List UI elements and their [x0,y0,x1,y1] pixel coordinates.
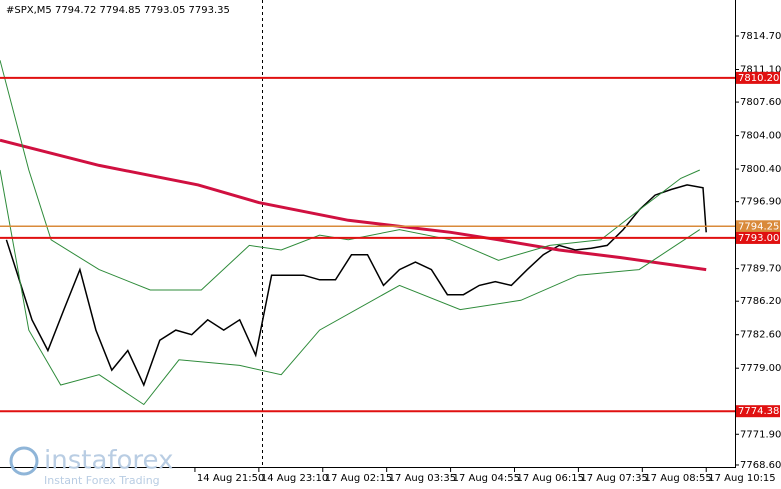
level-tag [736,405,780,418]
y-tick-label: 7768.60 [740,460,781,471]
x-tick-label: 17 Aug 06:15 [517,473,584,484]
y-tick-label: 7814.70 [740,31,781,42]
price-line [5,184,707,387]
y-tick-label: 7796.90 [740,197,781,208]
y-tick-label: 7786.20 [740,296,781,307]
level-tag [736,231,780,244]
y-tick-label: 7807.60 [740,97,781,108]
level-label: 7794.25 [738,221,779,232]
x-tick-label: 17 Aug 02:15 [325,473,392,484]
y-tick-label: 7782.60 [740,330,781,341]
level-label: 7810.20 [738,73,779,84]
y-tick-label: 7771.90 [740,429,781,440]
chart-title: #SPX,M5 7794.72 7794.85 7793.05 7793.35 [6,5,230,16]
y-tick-label: 7804.00 [740,131,781,142]
brand: instaforex [44,446,173,476]
y-tick-label: 7779.00 [740,363,781,374]
y-tick-label: 7789.70 [740,264,781,275]
level-label: 7774.38 [738,406,779,417]
x-tick-label: 14 Aug 21:50 [197,473,264,484]
y-tick-label: 7811.10 [740,65,781,76]
watermark: instaforex Instant Forex Trading [9,446,173,487]
level-tag [736,71,780,84]
x-tick-label: 17 Aug 10:15 [708,473,775,484]
x-tick-label: 17 Aug 04:55 [453,473,520,484]
x-tick-label: 17 Aug 03:35 [389,473,456,484]
x-tick-label: 14 Aug 23:10 [261,473,328,484]
level-tag [736,220,780,233]
x-tick-label: 17 Aug 07:35 [580,473,647,484]
x-tick-label: 17 Aug 08:55 [644,473,711,484]
slogan: Instant Forex Trading [44,474,160,487]
logo-icon [9,446,39,476]
price-line [0,169,701,406]
level-label: 7793.00 [738,233,779,244]
y-tick-label: 7800.40 [740,164,781,175]
